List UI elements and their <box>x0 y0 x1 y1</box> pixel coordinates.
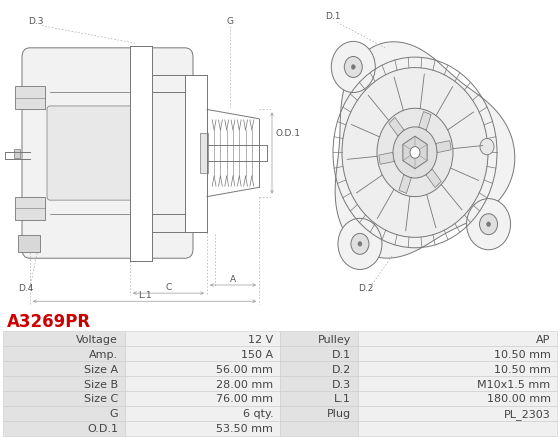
FancyBboxPatch shape <box>22 49 193 259</box>
Text: C: C <box>165 282 171 291</box>
Bar <box>130 46 152 261</box>
Circle shape <box>393 127 437 179</box>
Text: D.2: D.2 <box>358 283 374 292</box>
Bar <box>200 134 208 174</box>
Text: D.4: D.4 <box>18 283 34 292</box>
Circle shape <box>377 109 453 197</box>
Text: G: G <box>110 409 118 418</box>
Bar <box>3 332 125 346</box>
Circle shape <box>480 139 494 155</box>
Bar <box>3 376 125 391</box>
Text: AP: AP <box>536 334 550 344</box>
Text: 10.50 mm: 10.50 mm <box>494 349 550 359</box>
Text: O.D.1: O.D.1 <box>276 129 301 138</box>
Polygon shape <box>389 118 404 137</box>
Bar <box>14 150 20 159</box>
Circle shape <box>332 42 375 93</box>
Bar <box>358 332 557 346</box>
Text: A3269PR: A3269PR <box>7 312 91 331</box>
Text: Plug: Plug <box>327 409 351 418</box>
Circle shape <box>358 242 362 247</box>
Text: D.1: D.1 <box>332 349 351 359</box>
Bar <box>280 406 358 421</box>
Text: D.1: D.1 <box>325 12 340 21</box>
Text: 28.00 mm: 28.00 mm <box>216 379 273 389</box>
Bar <box>125 346 280 361</box>
Text: 6 qty.: 6 qty. <box>242 409 273 418</box>
Polygon shape <box>379 153 394 165</box>
Bar <box>280 391 358 406</box>
Circle shape <box>487 223 491 227</box>
Text: Amp.: Amp. <box>89 349 118 359</box>
Bar <box>3 391 125 406</box>
Circle shape <box>479 214 497 235</box>
Bar <box>15 87 45 110</box>
Bar <box>125 406 280 421</box>
Bar <box>358 391 557 406</box>
Bar <box>125 376 280 391</box>
Text: Pulley: Pulley <box>318 334 351 344</box>
Circle shape <box>344 57 362 78</box>
Bar <box>3 406 125 421</box>
Bar <box>358 421 557 436</box>
Circle shape <box>351 66 355 70</box>
Bar <box>358 376 557 391</box>
Bar <box>280 346 358 361</box>
Text: Size B: Size B <box>84 379 118 389</box>
Bar <box>358 346 557 361</box>
Text: 56.00 mm: 56.00 mm <box>217 364 273 374</box>
Text: Size C: Size C <box>84 394 118 403</box>
Polygon shape <box>399 176 411 194</box>
Text: G: G <box>226 17 234 25</box>
Bar <box>15 197 45 220</box>
Bar <box>125 332 280 346</box>
Bar <box>358 361 557 376</box>
Bar <box>3 361 125 376</box>
Text: O.D.1: O.D.1 <box>87 424 118 433</box>
Circle shape <box>338 219 382 270</box>
Bar <box>18 236 40 253</box>
Bar <box>125 391 280 406</box>
Text: A: A <box>230 274 236 283</box>
Polygon shape <box>403 137 427 170</box>
Text: Size A: Size A <box>84 364 118 374</box>
Polygon shape <box>426 170 441 188</box>
Text: 76.00 mm: 76.00 mm <box>216 394 273 403</box>
Text: 10.50 mm: 10.50 mm <box>494 364 550 374</box>
Bar <box>280 376 358 391</box>
Bar <box>125 361 280 376</box>
FancyBboxPatch shape <box>47 107 133 201</box>
Bar <box>3 346 125 361</box>
Text: D.2: D.2 <box>332 364 351 374</box>
Polygon shape <box>436 141 451 153</box>
Text: 180.00 mm: 180.00 mm <box>487 394 550 403</box>
Bar <box>125 421 280 436</box>
Text: D.3: D.3 <box>28 17 44 25</box>
Bar <box>3 421 125 436</box>
Polygon shape <box>419 112 431 131</box>
Text: 150 A: 150 A <box>241 349 273 359</box>
Polygon shape <box>335 42 515 258</box>
Circle shape <box>410 147 420 159</box>
Bar <box>280 332 358 346</box>
Text: 53.50 mm: 53.50 mm <box>217 424 273 433</box>
Circle shape <box>342 68 488 238</box>
Circle shape <box>351 234 369 255</box>
Bar <box>280 421 358 436</box>
Text: PL_2303: PL_2303 <box>504 408 550 419</box>
Text: 12 V: 12 V <box>248 334 273 344</box>
Text: Voltage: Voltage <box>76 334 118 344</box>
Bar <box>280 361 358 376</box>
Bar <box>358 406 557 421</box>
Bar <box>185 75 207 232</box>
Text: L.1: L.1 <box>138 290 151 299</box>
Circle shape <box>466 199 511 250</box>
Text: D.3: D.3 <box>332 379 351 389</box>
Text: L.1: L.1 <box>334 394 351 403</box>
Text: M10x1.5 mm: M10x1.5 mm <box>478 379 550 389</box>
